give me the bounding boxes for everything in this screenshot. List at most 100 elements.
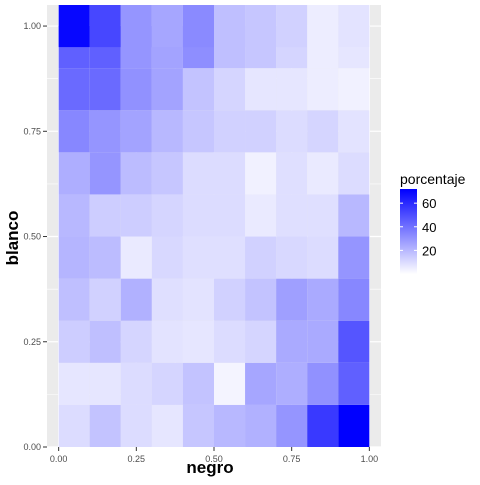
heatmap-tiles [58,5,370,447]
heatmap-tile [182,110,214,153]
heatmap-tile [58,194,90,237]
heatmap-tile [276,110,308,153]
heatmap-tile [120,152,152,195]
y-tick-label: 0.25 [23,337,41,347]
heatmap-tile [307,320,339,363]
heatmap-tile [151,278,183,321]
heatmap-tile [182,278,214,321]
heatmap-tile [307,404,339,447]
heatmap-tile [120,194,152,237]
heatmap-tile [58,404,90,447]
heatmap-tile [120,68,152,111]
heatmap-tile [245,320,277,363]
heatmap-tile [182,320,214,363]
heatmap-tile [89,278,121,321]
x-tick-label: 0.50 [205,454,223,464]
heatmap-tile [245,5,277,48]
y-tick-label: 0.50 [23,232,41,242]
legend: porcentaje 20 40 60 [400,171,466,274]
heatmap-tile [58,278,90,321]
heatmap-tile [338,404,370,447]
heatmap-tile [307,362,339,405]
heatmap-tile [182,236,214,279]
heatmap-tile [182,152,214,195]
heatmap-tile [182,194,214,237]
y-tick-label: 0.00 [23,442,41,452]
heatmap-tile [89,320,121,363]
x-axis-ticks: 0.00 0.25 0.50 0.75 1.00 [50,447,378,464]
y-tick-label: 0.75 [23,126,41,136]
heatmap-tile [338,362,370,405]
heatmap-tile [276,68,308,111]
legend-title: porcentaje [400,171,466,187]
heatmap-tile [151,68,183,111]
heatmap-tile [245,236,277,279]
heatmap-tile [338,152,370,195]
heatmap-tile [182,404,214,447]
heatmap-tile [120,320,152,363]
heatmap-tile [151,110,183,153]
heatmap-tile [307,110,339,153]
heatmap-tile [276,152,308,195]
x-tick-label: 0.00 [50,454,68,464]
heatmap-tile [89,194,121,237]
heatmap-tile [276,194,308,237]
heatmap-tile [151,404,183,447]
heatmap-tile [120,236,152,279]
heatmap-tile [276,362,308,405]
legend-tick-label: 20 [422,243,436,258]
heatmap-tile [338,68,370,111]
heatmap-tile [58,5,90,48]
heatmap-tile [338,278,370,321]
heatmap-tile [89,362,121,405]
heatmap-tile [307,278,339,321]
heatmap-tile [58,320,90,363]
legend-tick-label: 40 [422,220,436,235]
heatmap-tile [338,5,370,48]
heatmap-tile [245,194,277,237]
heatmap-tile [58,152,90,195]
heatmap-tile [89,68,121,111]
heatmap-tile [214,278,246,321]
heatmap-tile [307,194,339,237]
heatmap-tile [58,110,90,153]
heatmap-tile [214,362,246,405]
heatmap-tile [120,362,152,405]
legend-ticks: 20 40 60 [400,196,436,258]
heatmap-tile [338,110,370,153]
heatmap-tile [182,68,214,111]
heatmap-tile [151,320,183,363]
heatmap-tile [214,194,246,237]
x-tick-label: 0.75 [283,454,301,464]
heatmap-tile [120,110,152,153]
heatmap-tile [245,278,277,321]
x-axis-title: negro [186,458,233,477]
heatmap-tile [89,110,121,153]
heatmap-tile [151,362,183,405]
heatmap-tile [58,68,90,111]
legend-tick-label: 60 [422,196,436,211]
heatmap-tile [151,236,183,279]
heatmap-tile [214,5,246,48]
heatmap-tile [89,152,121,195]
heatmap-tile [151,152,183,195]
heatmap-tile [307,5,339,48]
x-tick-label: 1.00 [361,454,379,464]
heatmap-tile [307,68,339,111]
heatmap-tile [89,404,121,447]
y-axis-ticks: 0.00 0.25 0.50 0.75 1.00 [23,21,47,452]
heatmap-tile [214,320,246,363]
heatmap-tile [120,278,152,321]
heatmap-tile [245,110,277,153]
x-tick-label: 0.25 [128,454,146,464]
heatmap-tile [276,5,308,48]
heatmap-tile [307,152,339,195]
y-tick-label: 1.00 [23,21,41,31]
heatmap-tile [214,152,246,195]
heatmap-tile [245,362,277,405]
heatmap-tile [214,404,246,447]
heatmap-tile [182,5,214,48]
heatmap-tile [58,362,90,405]
